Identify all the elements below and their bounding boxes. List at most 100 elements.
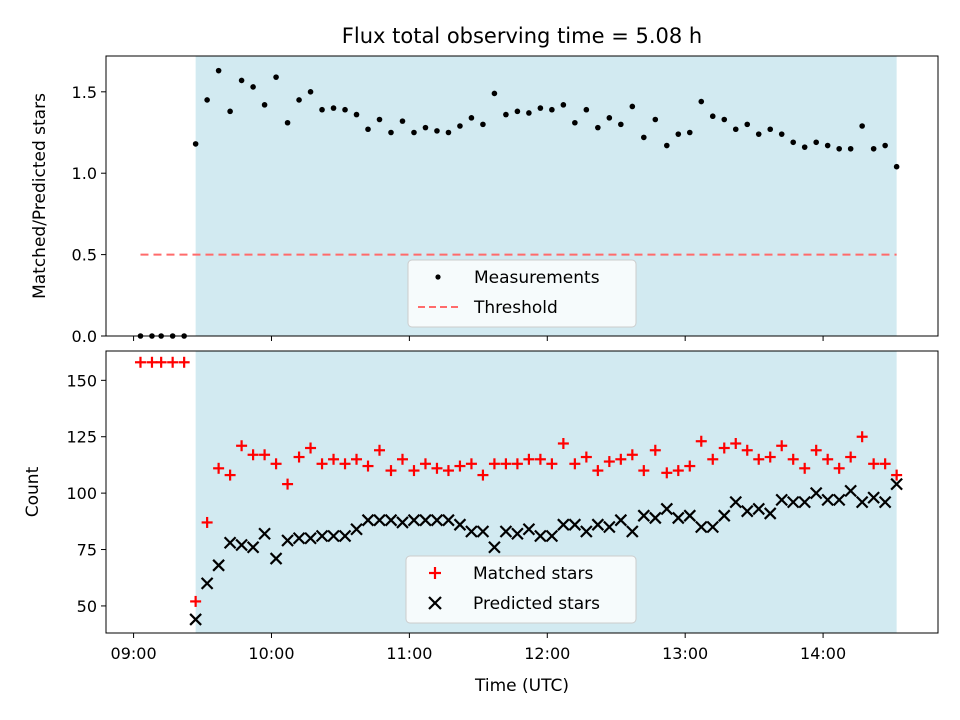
predicted-star-point — [832, 493, 846, 507]
matched-star-point — [408, 465, 420, 477]
predicted-star-point — [189, 613, 202, 626]
predicted-star-point — [327, 529, 340, 543]
matched-star-point — [661, 467, 673, 479]
measurement-point — [709, 113, 716, 120]
y-tick-label: 75 — [77, 541, 97, 560]
predicted-star-point — [580, 525, 593, 538]
matched-star-point — [523, 453, 535, 465]
matched-star-point — [626, 449, 638, 461]
matched-star-point — [374, 444, 386, 456]
measurement-point — [261, 102, 268, 108]
predicted-star-point — [304, 531, 317, 545]
measurement-point — [813, 139, 819, 146]
measurement-point — [801, 144, 808, 150]
bottom-legend: Matched stars Predicted stars — [405, 555, 637, 624]
matched-star-point — [270, 458, 282, 470]
top-axes-frame — [105, 55, 939, 337]
measurement-point — [847, 145, 854, 152]
legend-predicted-label: Predicted stars — [473, 594, 600, 614]
matched-star-point — [385, 465, 397, 477]
predicted-star-point — [453, 518, 467, 531]
predicted-star-point — [488, 540, 501, 554]
chart-title: Flux total observing time = 5.08 h — [342, 24, 702, 48]
measurement-point — [595, 124, 601, 131]
measurement-point — [227, 108, 233, 115]
measurement-point — [618, 121, 624, 128]
x-tick-label: 09:00 — [111, 644, 157, 663]
measurement-point — [284, 119, 291, 126]
predicted-star-point — [798, 495, 811, 509]
measurement-point — [893, 163, 900, 170]
predicted-star-point — [407, 513, 421, 527]
measurement-point — [836, 145, 842, 152]
measurement-point — [319, 106, 325, 113]
matched-star-point — [569, 458, 581, 470]
predicted-star-point — [568, 518, 582, 531]
matched-star-point — [810, 444, 822, 456]
matched-star-point — [259, 449, 271, 461]
y-tick-label: 150 — [66, 371, 97, 390]
bottom-x-ticks: 09:00 10:00 11:00 12:00 13:00 14:00 — [111, 633, 846, 663]
matched-star-point — [236, 440, 248, 452]
matched-star-point — [546, 458, 558, 470]
matched-star-point — [396, 453, 408, 465]
matched-stars-layer — [134, 356, 903, 607]
bottom-axes-frame — [105, 350, 939, 634]
measurement-point — [457, 123, 463, 129]
measurement-point — [388, 129, 394, 136]
matched-star-point — [891, 469, 903, 481]
legend-threshold-label: Threshold — [473, 298, 558, 318]
predicted-star-point — [821, 493, 834, 507]
matched-star-point — [707, 453, 719, 465]
predicted-star-point — [338, 529, 352, 543]
legend-measurements-marker — [435, 274, 441, 280]
matched-star-point — [282, 478, 294, 490]
predicted-star-point — [246, 540, 260, 554]
predicted-star-point — [694, 520, 708, 534]
top-measurements-layer — [137, 67, 900, 339]
predicted-star-point — [591, 518, 605, 531]
measurement-point — [434, 128, 440, 134]
measurement-point — [445, 129, 452, 136]
top-y-axis-label: Matched/Predicted stars — [30, 93, 50, 299]
matched-star-point — [247, 449, 259, 461]
matched-star-point — [328, 453, 340, 465]
measurement-point — [721, 116, 728, 123]
matched-star-point — [879, 458, 891, 470]
predicted-star-point — [419, 513, 432, 527]
predicted-star-point — [729, 495, 743, 509]
matched-star-point — [730, 437, 742, 449]
measurement-point — [480, 121, 486, 128]
matched-star-point — [213, 462, 225, 474]
predicted-star-point — [867, 491, 880, 504]
legend-measurements-label: Measurements — [474, 268, 600, 288]
predicted-star-point — [200, 577, 214, 590]
bottom-y-axis-label: Count — [23, 466, 43, 517]
predicted-star-point — [603, 520, 616, 534]
bottom-y-ticks: 50 75 100 125 150 — [66, 371, 106, 616]
matched-star-point — [316, 458, 328, 470]
predicted-star-point — [844, 484, 857, 498]
predicted-star-point — [511, 527, 524, 541]
measurement-point — [767, 126, 774, 133]
legend-matched-label: Matched stars — [473, 564, 593, 584]
predicted-star-point — [212, 559, 225, 572]
measurement-point — [411, 129, 417, 136]
matched-star-point — [764, 451, 776, 463]
matched-star-point — [580, 451, 592, 463]
matched-star-point — [776, 440, 788, 452]
top-panel: 0.0 0.5 1.0 1.5 Flux total observing time =… — [30, 24, 939, 346]
predicted-stars-layer — [189, 477, 903, 626]
y-tick-label: 1.5 — [72, 83, 97, 102]
predicted-star-point — [315, 529, 329, 543]
measurement-point — [204, 97, 210, 103]
matched-star-point — [442, 465, 454, 477]
matched-star-point — [351, 453, 363, 465]
predicted-star-point — [660, 502, 674, 516]
measurement-point — [698, 98, 705, 105]
top-legend: Measurements Threshold — [407, 259, 637, 328]
y-tick-label: 0.5 — [72, 246, 97, 265]
x-tick-label: 10:00 — [248, 644, 294, 663]
measurement-point — [342, 106, 348, 113]
predicted-star-point — [350, 522, 363, 536]
